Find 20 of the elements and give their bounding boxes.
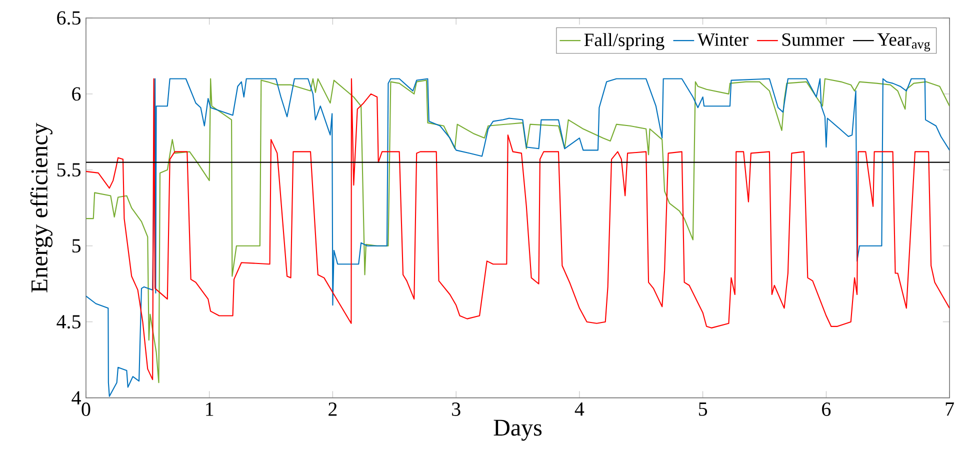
legend-label: Year$_{avg}$: [877, 34, 930, 52]
x-axis-title: Days: [494, 420, 542, 441]
y-tick-label: 5.5: [57, 163, 80, 177]
y-tick-label: 6: [72, 87, 81, 101]
x-tick-label: 5: [698, 402, 708, 416]
x-tick-label: 7: [946, 402, 954, 416]
y-axis-title: Energy efficiency: [30, 122, 52, 292]
y-tick-label: 4: [72, 391, 81, 405]
y-tick-label: 5: [72, 239, 80, 253]
x-tick-label: 1: [206, 402, 214, 416]
x-tick-label: 6: [822, 402, 831, 416]
x-tick-label: 4: [574, 402, 584, 416]
x-tick-label: 0: [82, 402, 90, 416]
legend-label: Summer: [782, 33, 844, 46]
y-tick-label: 6.5: [57, 11, 80, 25]
legend-label: Winter: [697, 33, 748, 46]
legend-label: Fall/spring: [584, 33, 664, 50]
x-tick-label: 2: [328, 402, 337, 416]
y-tick-label: 4.5: [56, 315, 80, 329]
x-tick-label: 3: [452, 402, 460, 416]
